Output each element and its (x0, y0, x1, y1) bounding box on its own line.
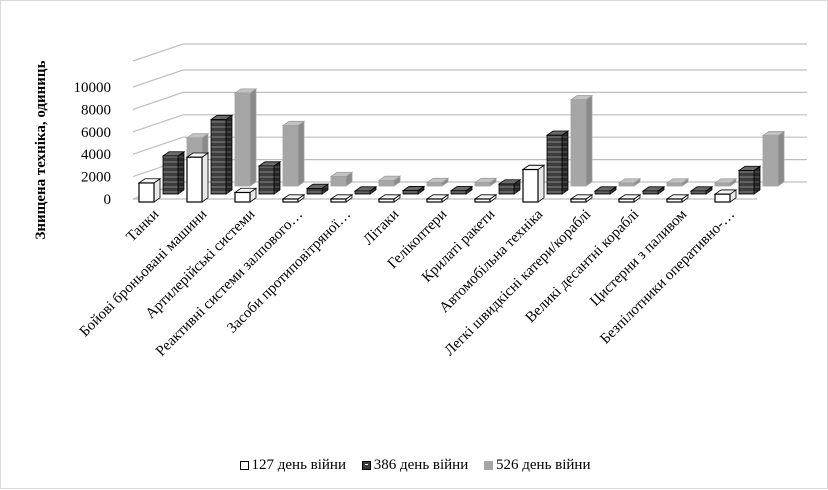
bar-s1-c1 (209, 114, 234, 195)
y-tick-label: 10000 (74, 80, 112, 96)
legend-swatch-127 (239, 461, 249, 470)
bar-s2-c2 (281, 120, 306, 187)
bar-s1-c9 (593, 186, 618, 195)
y-tick-label: 4000 (81, 147, 111, 163)
bar-s2-c10 (665, 178, 690, 187)
legend-label-386: 386 день війни (373, 457, 469, 473)
category-label: Літаки (360, 207, 402, 249)
legend-label-127: 127 день війни (251, 457, 347, 473)
bar-s0-c2 (233, 187, 258, 203)
legend: 127 день війни 386 день війни 526 день в… (1, 457, 828, 474)
bar-s1-c10 (641, 186, 666, 195)
bar-s2-c6 (473, 177, 498, 187)
bar-s1-c3 (305, 183, 330, 195)
bar-s1-c5 (401, 185, 426, 195)
bar-s1-c8 (545, 130, 570, 195)
bar-s0-c11 (665, 194, 690, 203)
bar-s2-c3 (329, 171, 354, 187)
legend-swatch-526 (484, 461, 493, 470)
bar-s0-c4 (329, 194, 354, 203)
y-tick-label: 2000 (81, 170, 111, 186)
bar-s1-c0 (161, 150, 186, 195)
bar-s2-c11 (713, 178, 738, 187)
bar-s0-c6 (425, 194, 450, 203)
bar-s0-c8 (521, 164, 546, 203)
bar-s0-c9 (569, 194, 594, 203)
bar-s2-c4 (377, 175, 402, 187)
gridline (132, 69, 807, 88)
bar-s0-c0 (137, 177, 162, 203)
gridline (132, 136, 807, 155)
legend-item-526: 526 день війни (484, 457, 591, 474)
legend-swatch-386 (361, 461, 371, 470)
bar-s1-c11 (689, 186, 714, 195)
y-axis-label: Знищена техніка, одиниць (33, 60, 49, 239)
bar-s1-c2 (257, 161, 282, 195)
bar-s0-c3 (281, 194, 306, 203)
gridline (132, 159, 807, 178)
bar-s2-c12 (761, 130, 786, 187)
legend-label-526: 526 день війни (496, 457, 591, 473)
bar-s2-c9 (617, 178, 642, 187)
bar-s1-c7 (497, 178, 522, 195)
bar-s0-c10 (617, 194, 642, 203)
bar-s1-c12 (737, 165, 762, 195)
y-tick-label: 8000 (81, 102, 111, 118)
y-tick-label: 6000 (81, 125, 111, 141)
bar-s1-c6 (449, 185, 474, 195)
bar-s1-c4 (353, 186, 378, 195)
gridline (132, 91, 807, 110)
gridline (132, 114, 807, 133)
bar-s2-c5 (425, 177, 450, 187)
bar-s0-c7 (473, 194, 498, 203)
bar-s0-c12 (713, 189, 738, 203)
legend-item-386: 386 день війни (361, 457, 469, 474)
bar-s2-c8 (569, 94, 594, 187)
bar-s0-c5 (377, 194, 402, 203)
bar-s0-c1 (185, 152, 210, 203)
gridline (132, 43, 807, 62)
y-tick-label: 0 (104, 192, 112, 208)
bar-s2-c1 (233, 88, 258, 187)
category-label: Танки (123, 207, 162, 246)
legend-item-127: 127 день війни (239, 457, 347, 474)
